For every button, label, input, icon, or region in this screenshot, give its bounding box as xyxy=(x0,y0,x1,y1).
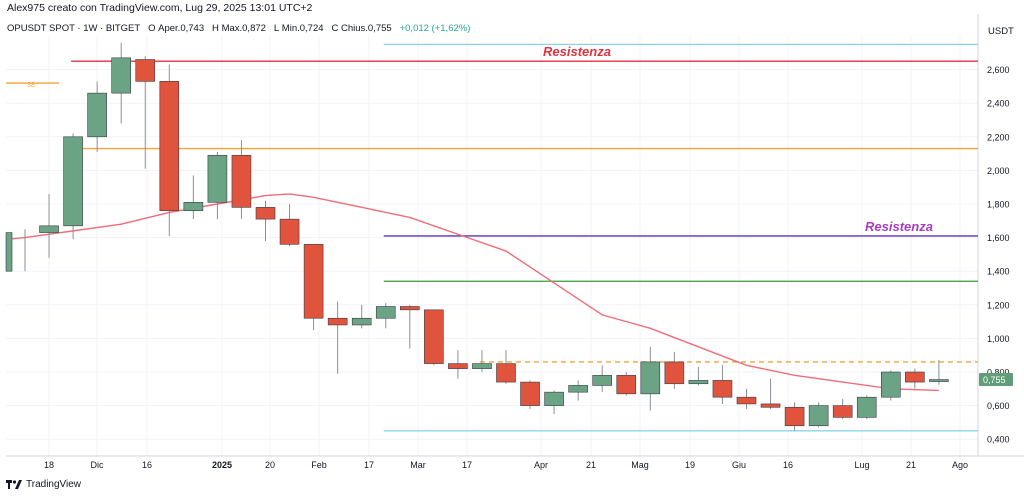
candle-down xyxy=(616,375,637,395)
candle-up xyxy=(640,361,661,395)
y-tick-label: 2,200 xyxy=(987,132,1010,142)
candle-down xyxy=(424,309,444,364)
ohlc-close-key: C xyxy=(331,23,339,34)
moving-average-line xyxy=(5,193,939,392)
candle-up xyxy=(568,385,588,393)
x-tick-label: Mag xyxy=(631,460,649,470)
y-tick-label: 0,800 xyxy=(987,368,1010,378)
x-tick-label: 19 xyxy=(685,460,695,470)
x-tick-label: 16 xyxy=(142,460,152,470)
candle-down xyxy=(231,154,252,208)
x-tick-label: Lug xyxy=(854,460,869,470)
candle-down xyxy=(832,405,853,418)
x-tick-label: Mar xyxy=(410,460,426,470)
candle-up xyxy=(688,380,709,385)
candle-down xyxy=(399,306,420,311)
candle-up xyxy=(207,154,228,203)
candle-up xyxy=(856,396,877,418)
candle-up xyxy=(472,363,492,369)
x-tick-label: Apr xyxy=(534,460,548,470)
candle-up xyxy=(808,405,829,427)
candle-down xyxy=(496,363,516,383)
resistance-label-mid: Resistenza xyxy=(865,219,933,234)
candle-down xyxy=(712,380,733,398)
ohlc-open-value: Aper.0,743 xyxy=(158,23,205,34)
y-tick-label: 2,400 xyxy=(987,99,1010,109)
candle-up xyxy=(375,306,396,319)
candle-down xyxy=(784,406,805,427)
candle-down xyxy=(448,363,468,369)
ohlc-open-key: O xyxy=(148,23,156,34)
candle-down xyxy=(520,381,540,406)
currency-label: USDT xyxy=(988,26,1014,37)
x-tick-label: 20 xyxy=(265,460,275,470)
candle-down xyxy=(303,244,324,319)
y-tick-label: 0,600 xyxy=(987,401,1010,411)
y-tick-label: 1,000 xyxy=(987,334,1010,344)
x-tick-label: 2025 xyxy=(212,460,232,470)
x-tick-label: 21 xyxy=(586,460,596,470)
legend-ohlc: OPUSDT SPOT · 1W · BITGET O Aper.0,743 H… xyxy=(7,23,470,34)
y-tick-label: 1,400 xyxy=(987,267,1010,277)
ohlc-high-key: H xyxy=(212,23,219,34)
x-tick-label: Dic xyxy=(91,460,104,470)
x-tick-label: Ago xyxy=(952,460,968,470)
candle-down xyxy=(255,207,276,220)
ohlc-close-value: Chius.0,755 xyxy=(340,23,392,34)
candle-up xyxy=(544,391,564,406)
candle-down xyxy=(135,59,156,82)
last-price-badge xyxy=(979,373,1013,387)
ohlc-low-value: Min.0,724 xyxy=(281,23,324,34)
candle-down xyxy=(760,403,781,408)
candle-up xyxy=(880,371,901,398)
y-tick-label: 2,000 xyxy=(987,166,1010,176)
x-tick-label: 16 xyxy=(783,460,793,470)
candle-down xyxy=(159,81,180,212)
candle-up xyxy=(351,317,372,326)
chart-credit: Alex975 creato con TradingView.com, Lug … xyxy=(7,2,313,14)
candle-down xyxy=(905,371,925,383)
tradingview-logo: TradingView xyxy=(6,479,81,490)
candle-up xyxy=(39,225,59,233)
candle-down xyxy=(664,361,685,385)
ohlc-low-key: L xyxy=(273,23,280,34)
candle-up xyxy=(5,232,13,272)
candle-up xyxy=(929,379,949,382)
candle-down xyxy=(279,218,300,245)
x-tick-label: 17 xyxy=(462,460,472,470)
ohlc-change: +0,012 (+1,62%) xyxy=(399,23,471,34)
y-tick-label: 1,200 xyxy=(987,300,1010,310)
x-tick-label: Giu xyxy=(732,460,746,470)
x-tick-label: 18 xyxy=(44,460,54,470)
candle-up xyxy=(63,136,83,227)
candle-up xyxy=(592,375,613,386)
y-tick-label: 1,600 xyxy=(987,233,1010,243)
resistance-label-top: Resistenza xyxy=(543,44,611,59)
tradingview-mark-icon xyxy=(6,480,22,489)
candle-up xyxy=(111,57,131,94)
candle-down xyxy=(327,317,348,326)
symbol-label: OPUSDT SPOT · 1W · BITGET xyxy=(7,23,141,34)
ohlc-high-value: Max.0,872 xyxy=(221,23,266,34)
x-tick-label: 17 xyxy=(364,460,374,470)
y-tick-label: 1,800 xyxy=(987,200,1010,210)
x-tick-label: Feb xyxy=(311,460,327,470)
last-price-label: 0,755 xyxy=(983,375,1006,385)
tradingview-brand: TradingView xyxy=(26,479,82,490)
y-tick-label: 0,400 xyxy=(987,435,1010,445)
x-tick-label: 21 xyxy=(906,460,916,470)
candle-up xyxy=(87,92,107,138)
y-tick-label: 2,600 xyxy=(987,65,1010,75)
candle-down xyxy=(736,396,757,405)
orange-short-label: 38 xyxy=(27,82,35,89)
candle-up xyxy=(183,202,204,212)
